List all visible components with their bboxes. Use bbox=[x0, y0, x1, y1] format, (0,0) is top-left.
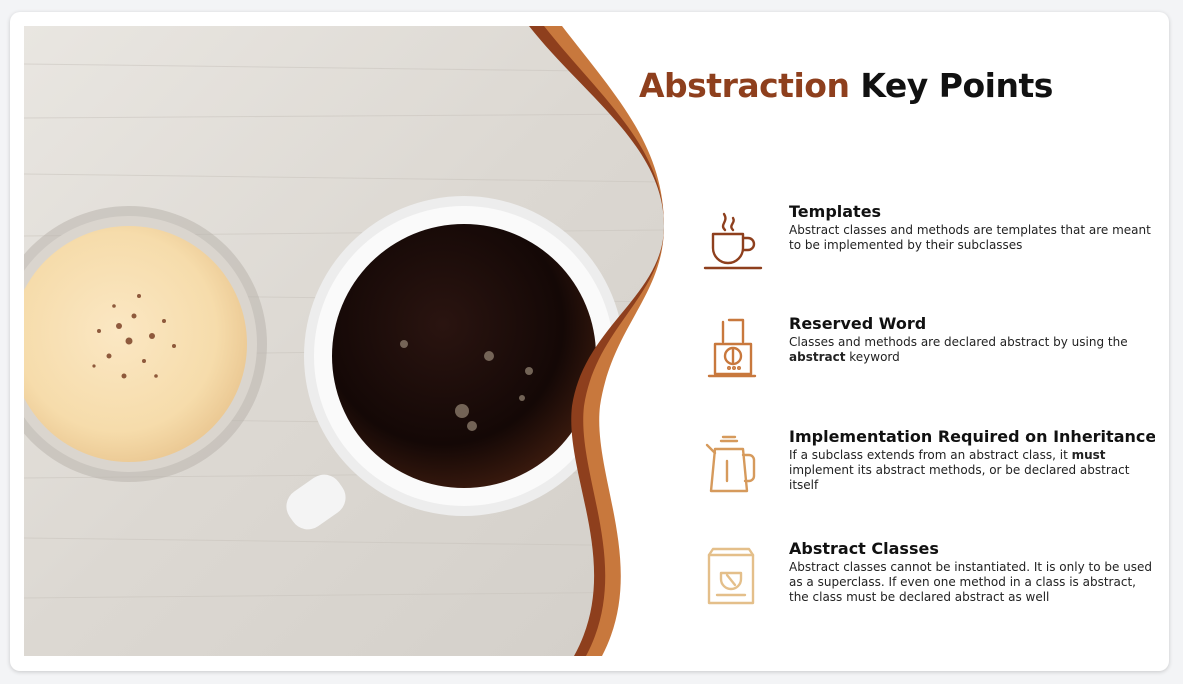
key-point-text: Templates Abstract classes and methods a… bbox=[789, 202, 1154, 253]
key-point-body: Classes and methods are declared abstrac… bbox=[789, 335, 1128, 364]
coffee-grinder-icon bbox=[699, 314, 765, 386]
coffee-photo bbox=[24, 26, 664, 656]
key-point-heading: Abstract Classes bbox=[789, 539, 939, 558]
key-point-body: Abstract classes and methods are templat… bbox=[789, 223, 1151, 252]
presentation-frame: Abstraction Key Points Templates Abstrac… bbox=[10, 12, 1169, 671]
key-point-text: Reserved Word Classes and methods are de… bbox=[789, 314, 1154, 365]
coffee-kettle-icon bbox=[699, 427, 765, 499]
title-rest: Key Points bbox=[849, 66, 1053, 105]
key-point-text: Abstract Classes Abstract classes cannot… bbox=[789, 539, 1154, 605]
slide-title: Abstraction Key Points bbox=[639, 66, 1053, 105]
keyword-must: must bbox=[1071, 448, 1106, 462]
key-point-heading: Reserved Word bbox=[789, 314, 927, 333]
keyword-abstract: abstract bbox=[789, 350, 846, 364]
key-point-heading: Implementation Required on Inheritance bbox=[789, 427, 1155, 446]
key-point-body: Abstract classes cannot be instantiated.… bbox=[789, 560, 1153, 604]
key-point-body: If a subclass extends from an abstract c… bbox=[789, 448, 1130, 492]
title-accent: Abstraction bbox=[639, 66, 850, 105]
coffee-cup-icon bbox=[699, 202, 765, 274]
key-point-heading: Templates bbox=[789, 202, 882, 221]
coffee-bag-icon bbox=[699, 539, 765, 611]
key-point-text: Implementation Required on Inheritance I… bbox=[789, 427, 1155, 493]
slide: Abstraction Key Points Templates Abstrac… bbox=[24, 26, 1155, 656]
